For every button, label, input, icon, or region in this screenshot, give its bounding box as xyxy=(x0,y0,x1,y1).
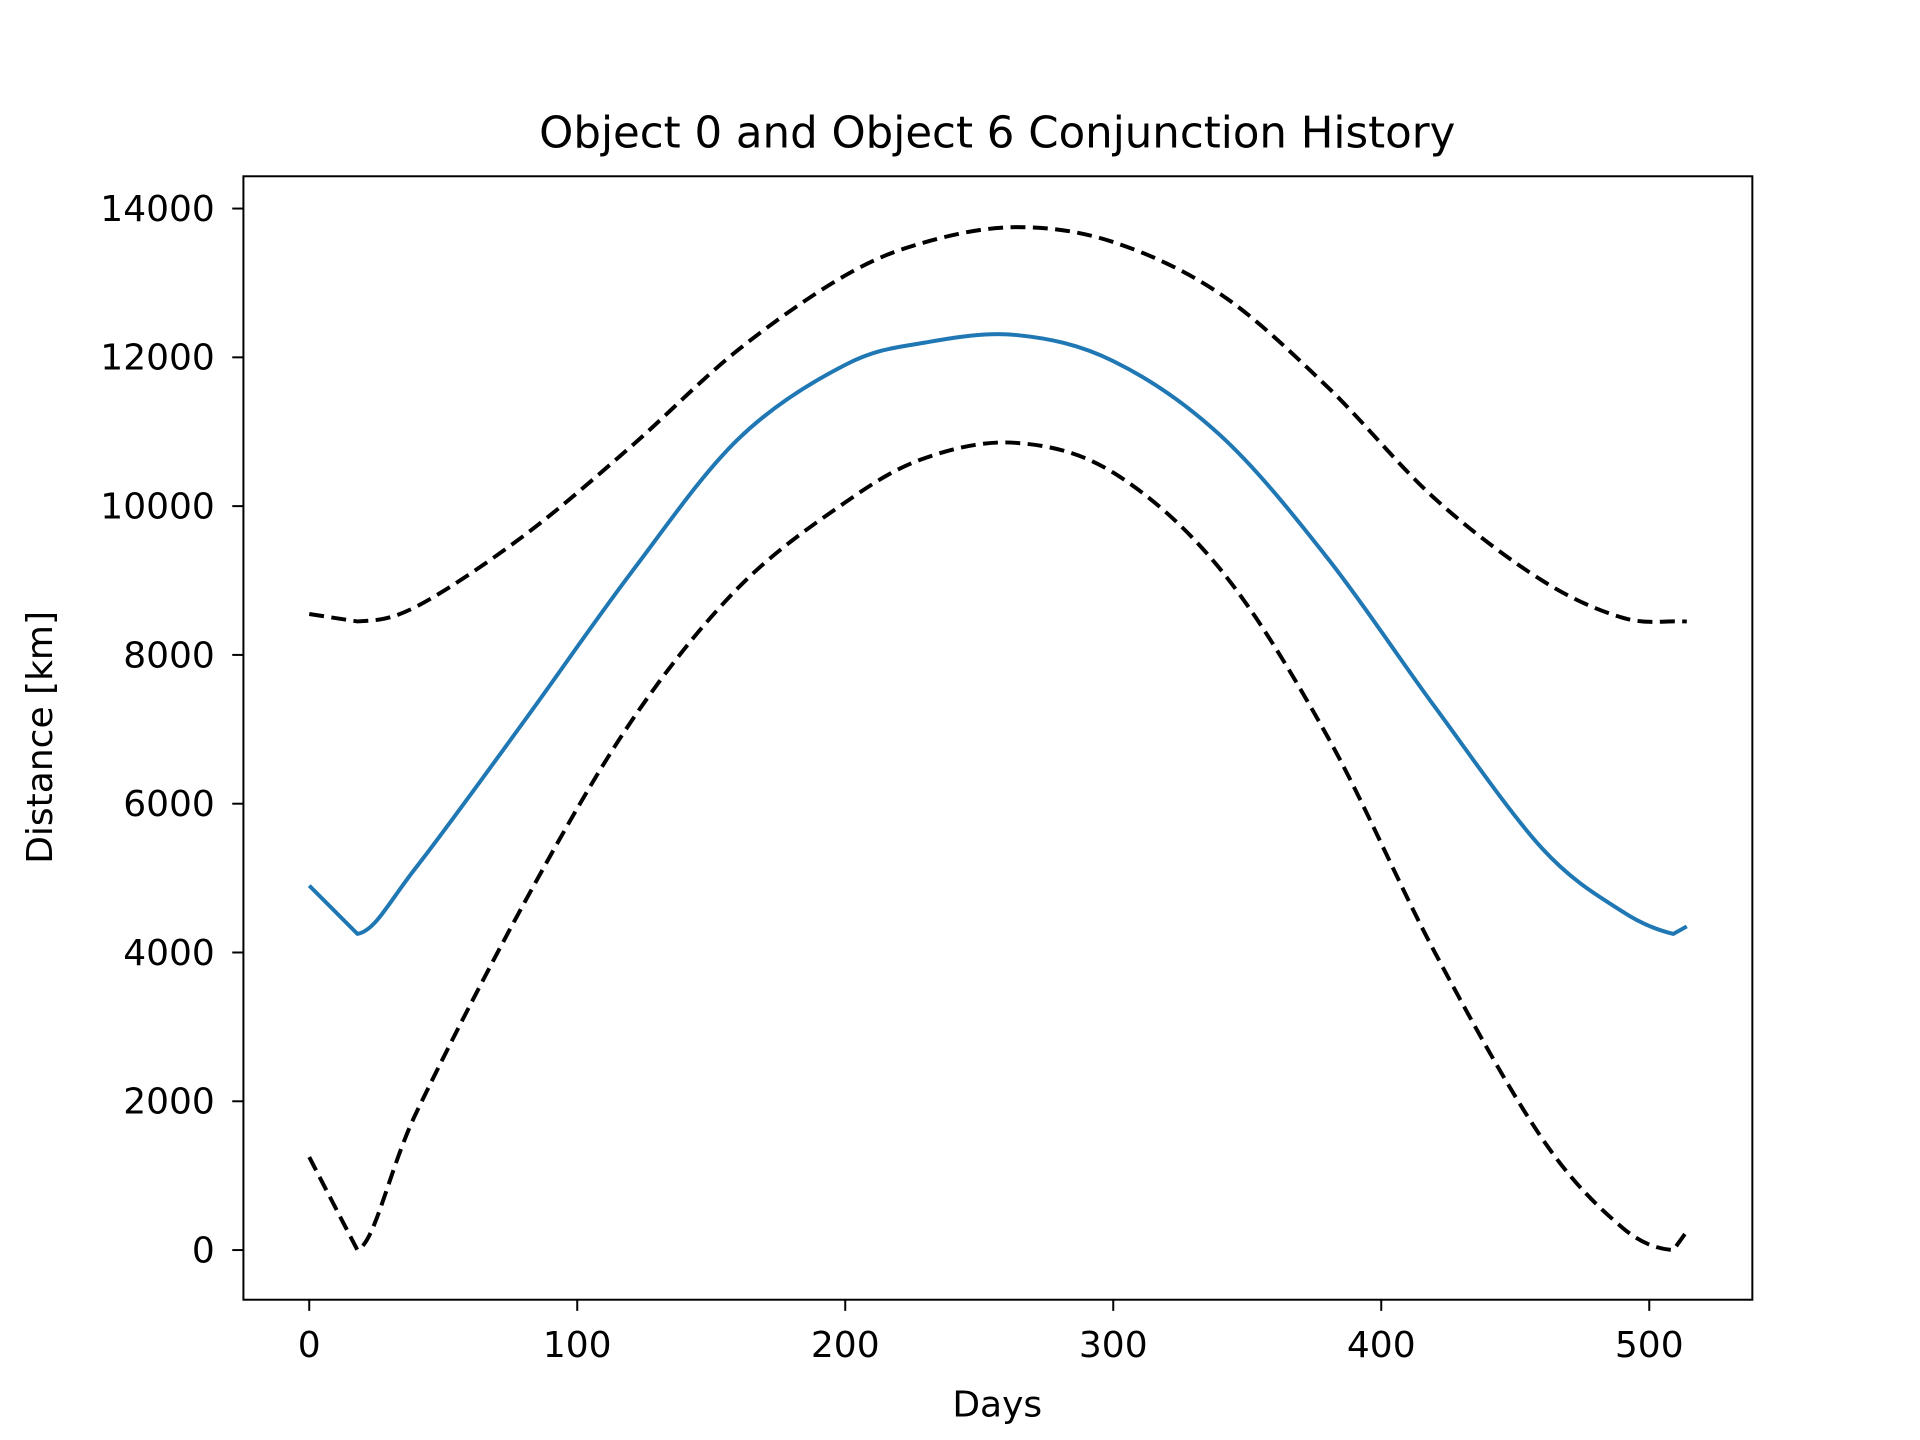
x-tick-label: 400 xyxy=(1347,1325,1416,1366)
x-tick-label: 300 xyxy=(1079,1325,1148,1366)
x-axis-label: Days xyxy=(952,1384,1042,1425)
upper-bound-line xyxy=(308,225,1687,624)
y-tick-label: 6000 xyxy=(123,784,215,825)
x-tick-label: 500 xyxy=(1615,1325,1684,1366)
y-tick-label: 10000 xyxy=(100,487,215,528)
y-tick-label: 4000 xyxy=(123,933,215,974)
y-tick-label: 2000 xyxy=(123,1082,215,1123)
y-axis: 0 2000 4000 6000 8000 10000 12000 14000 xyxy=(100,189,244,1271)
y-axis-label: Distance [km] xyxy=(20,611,61,864)
x-axis: 0 100 200 300 400 500 xyxy=(298,1299,1684,1366)
axes-frame xyxy=(242,175,1754,1301)
x-tick-label: 0 xyxy=(298,1325,321,1366)
lower-bound-line xyxy=(307,440,1689,1253)
plot-area xyxy=(307,225,1689,1253)
y-tick-label: 12000 xyxy=(100,338,215,379)
x-tick-label: 200 xyxy=(811,1325,880,1366)
distance-line xyxy=(307,332,1688,936)
x-tick-label: 100 xyxy=(543,1325,612,1366)
y-tick-label: 14000 xyxy=(100,189,215,230)
y-tick-label: 0 xyxy=(192,1230,215,1271)
y-tick-label: 8000 xyxy=(123,635,215,676)
chart-title: Object 0 and Object 6 Conjunction Histor… xyxy=(539,109,1455,159)
